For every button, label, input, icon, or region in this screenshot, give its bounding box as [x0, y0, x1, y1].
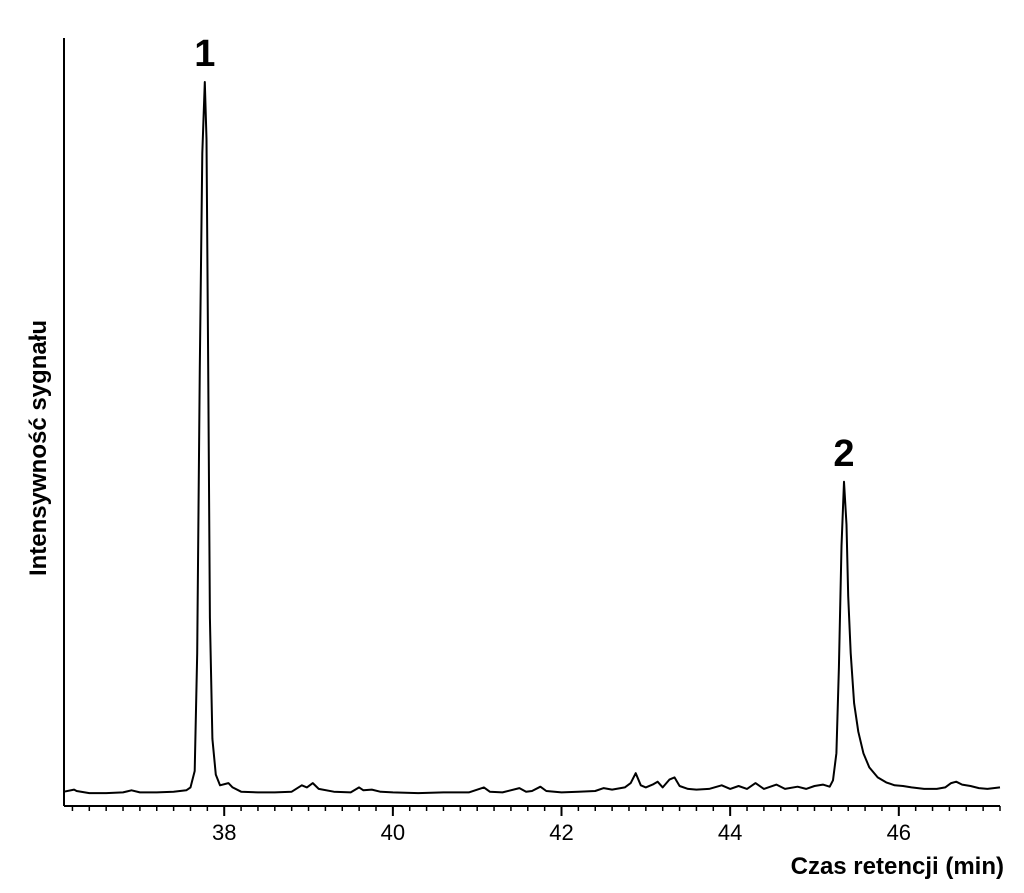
x-tick-label: 46 [887, 820, 911, 845]
x-tick-label: 38 [212, 820, 236, 845]
x-tick-label: 40 [381, 820, 405, 845]
y-axis-title: Intensywność sygnału [25, 320, 52, 576]
peak-labels: 12 [194, 33, 854, 475]
x-tick-label: 42 [549, 820, 573, 845]
peak-label: 2 [833, 433, 854, 475]
x-tick-label: 44 [718, 820, 742, 845]
chromatogram-trace [63, 81, 1001, 795]
x-tick-labels: 38 40 42 44 46 [212, 820, 911, 845]
x-axis-title: Czas retencji (min) [791, 853, 1004, 880]
peak-label: 1 [194, 33, 215, 75]
x-major-ticks [223, 806, 900, 816]
axes [63, 38, 1000, 807]
